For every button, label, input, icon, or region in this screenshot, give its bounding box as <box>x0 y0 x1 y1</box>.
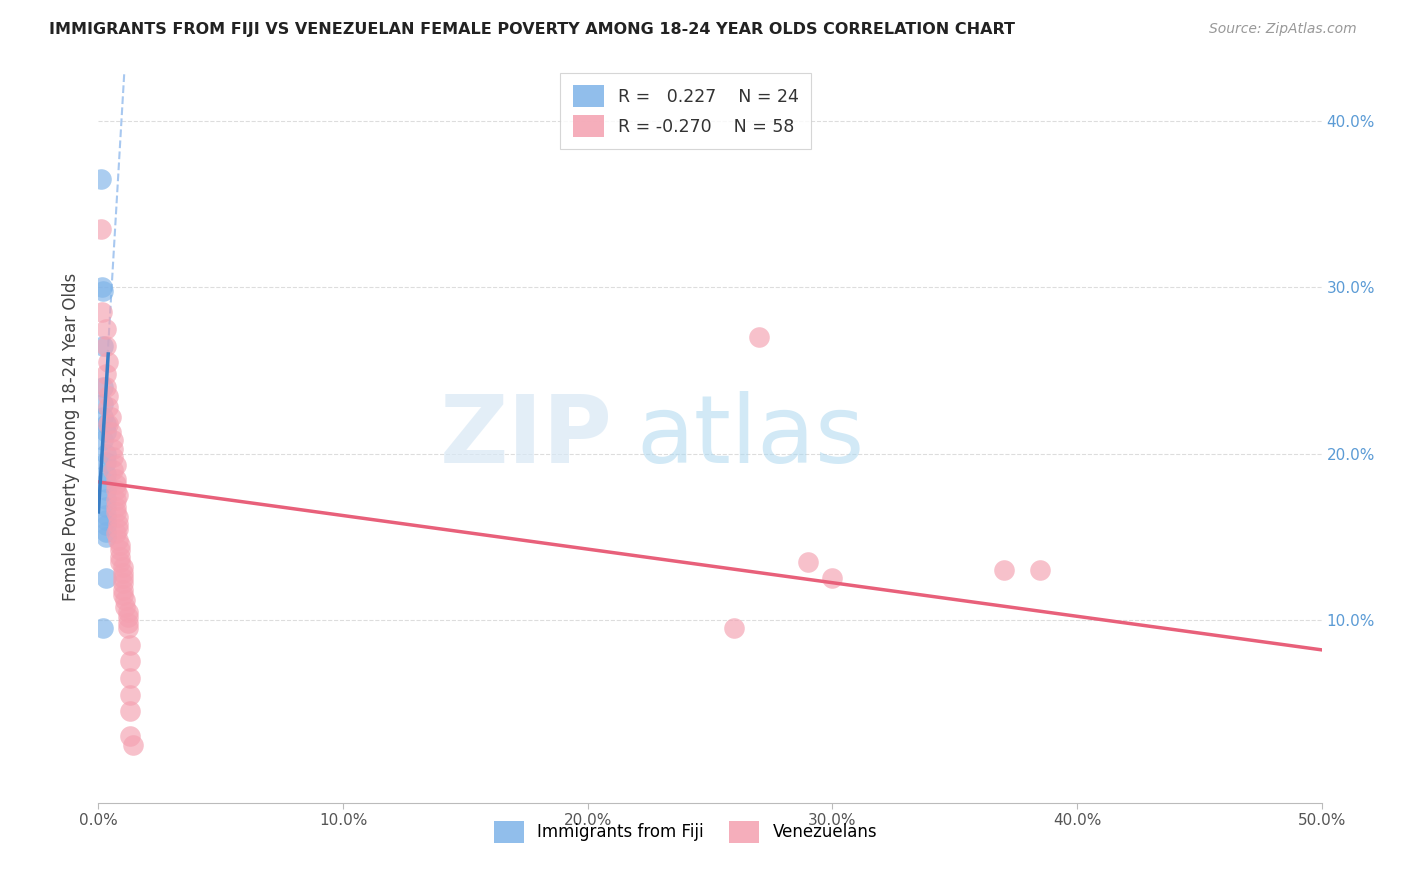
Point <box>100 410 122 425</box>
Point <box>110 538 132 552</box>
Point <box>94 513 117 527</box>
Point <box>94 500 117 514</box>
Point <box>104 500 127 514</box>
Point <box>91 305 114 319</box>
Point <box>107 533 129 548</box>
Point <box>723 621 745 635</box>
Point <box>94 530 117 544</box>
Point <box>97 417 120 431</box>
Point <box>107 521 129 535</box>
Point <box>120 671 142 685</box>
Point <box>120 655 142 669</box>
Point <box>120 638 142 652</box>
Point <box>91 338 114 352</box>
Point <box>117 616 139 631</box>
Point <box>91 284 114 298</box>
Point <box>107 488 129 502</box>
Point <box>94 338 117 352</box>
Point <box>114 599 136 614</box>
Point <box>94 425 117 439</box>
Point <box>104 476 127 491</box>
Point <box>101 450 124 464</box>
Point <box>100 425 122 439</box>
Text: Source: ZipAtlas.com: Source: ZipAtlas.com <box>1209 22 1357 37</box>
Point <box>94 571 117 585</box>
Point <box>111 588 134 602</box>
Point <box>91 280 114 294</box>
Point <box>94 447 117 461</box>
Text: ZIP: ZIP <box>439 391 612 483</box>
Point <box>94 322 117 336</box>
Point <box>97 400 120 414</box>
Point <box>111 559 134 574</box>
Point <box>91 621 114 635</box>
Point <box>91 397 114 411</box>
Point <box>90 222 112 236</box>
Text: IMMIGRANTS FROM FIJI VS VENEZUELAN FEMALE POVERTY AMONG 18-24 YEAR OLDS CORRELAT: IMMIGRANTS FROM FIJI VS VENEZUELAN FEMAL… <box>49 22 1015 37</box>
Point <box>117 605 139 619</box>
Point <box>101 442 124 456</box>
Point <box>94 508 117 523</box>
Point <box>104 505 127 519</box>
Point <box>117 621 139 635</box>
Point <box>797 555 820 569</box>
Point <box>94 518 117 533</box>
Point <box>94 455 117 469</box>
Point <box>993 563 1015 577</box>
Point <box>101 463 124 477</box>
Point <box>104 472 127 486</box>
Point <box>110 549 132 564</box>
Text: atlas: atlas <box>637 391 865 483</box>
Point <box>104 526 127 541</box>
Point <box>94 380 117 394</box>
Point <box>91 410 114 425</box>
Point <box>94 417 117 431</box>
Point <box>107 516 129 531</box>
Point <box>110 543 132 558</box>
Point <box>111 582 134 597</box>
Point <box>94 367 117 381</box>
Point <box>120 705 142 719</box>
Point <box>107 509 129 524</box>
Point <box>101 434 124 448</box>
Legend: Immigrants from Fiji, Venezuelans: Immigrants from Fiji, Venezuelans <box>488 814 884 849</box>
Point <box>121 738 143 752</box>
Point <box>104 458 127 473</box>
Point <box>97 355 120 369</box>
Point <box>110 555 132 569</box>
Point <box>91 380 114 394</box>
Point <box>120 688 142 702</box>
Point <box>94 475 117 489</box>
Point <box>104 493 127 508</box>
Point <box>97 388 120 402</box>
Point <box>120 729 142 743</box>
Point <box>90 172 112 186</box>
Y-axis label: Female Poverty Among 18-24 Year Olds: Female Poverty Among 18-24 Year Olds <box>62 273 80 601</box>
Point <box>111 566 134 581</box>
Point <box>111 571 134 585</box>
Point <box>104 483 127 498</box>
Point <box>1029 563 1052 577</box>
Point <box>91 434 114 448</box>
Point <box>94 491 117 506</box>
Point <box>748 330 770 344</box>
Point <box>111 576 134 591</box>
Point <box>117 609 139 624</box>
Point <box>114 593 136 607</box>
Point <box>94 524 117 539</box>
Point <box>94 483 117 498</box>
Point <box>94 467 117 481</box>
Point <box>821 571 844 585</box>
